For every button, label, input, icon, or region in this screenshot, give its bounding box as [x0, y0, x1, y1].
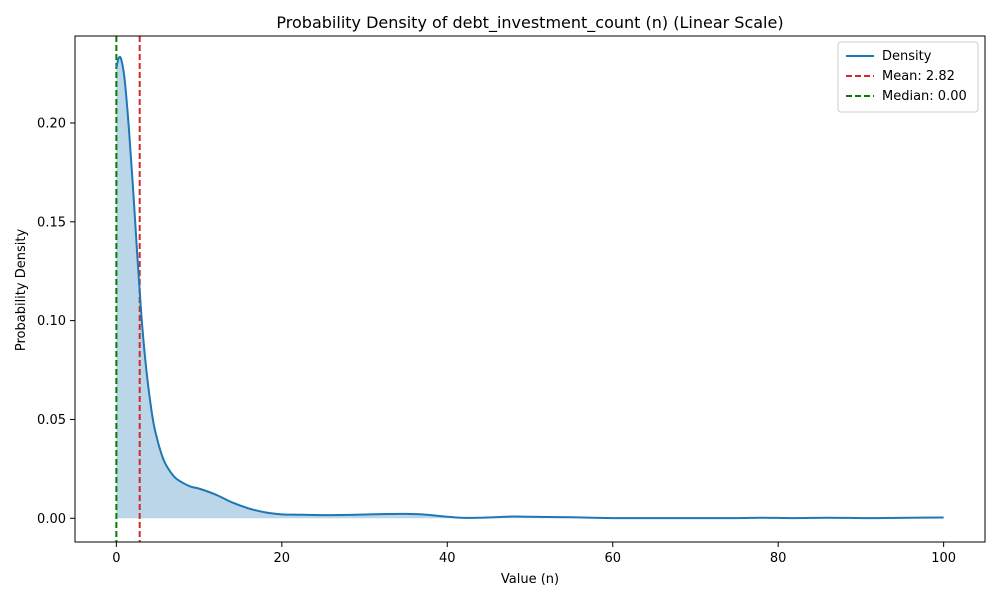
- y-tick-label: 0.05: [37, 413, 66, 428]
- legend: Density Mean: 2.82 Median: 0.00: [837, 41, 979, 113]
- y-tick-label: 0.00: [37, 512, 66, 527]
- x-tick-label: 80: [770, 551, 787, 566]
- density-line: [115, 55, 944, 520]
- x-tick-label: 40: [439, 551, 456, 566]
- y-tick-label: 0.15: [37, 215, 66, 230]
- y-axis-label: Probability Density: [14, 229, 29, 352]
- legend-box: [837, 41, 979, 113]
- x-axis-label: Value (n): [501, 572, 559, 587]
- x-tick-label: 20: [274, 551, 291, 566]
- plot-area: [115, 36, 944, 542]
- legend-mean-label: Mean: 2.82: [882, 69, 955, 84]
- x-tick-label: 60: [604, 551, 621, 566]
- y-tick-label: 0.20: [37, 116, 66, 131]
- chart-title: Probability Density of debt_investment_c…: [276, 13, 783, 33]
- legend-density-label: Density: [882, 49, 932, 64]
- axes: 0 20 40 60 80 100 0.00 0.05 0.10 0.15 0.20: [37, 35, 986, 566]
- y-tick-label: 0.10: [37, 314, 66, 329]
- density-area-fill: [116, 56, 944, 519]
- x-tick-label: 0: [112, 551, 120, 566]
- plot-frame: [74, 35, 986, 543]
- x-tick-label: 100: [931, 551, 956, 566]
- legend-median-label: Median: 0.00: [882, 89, 967, 104]
